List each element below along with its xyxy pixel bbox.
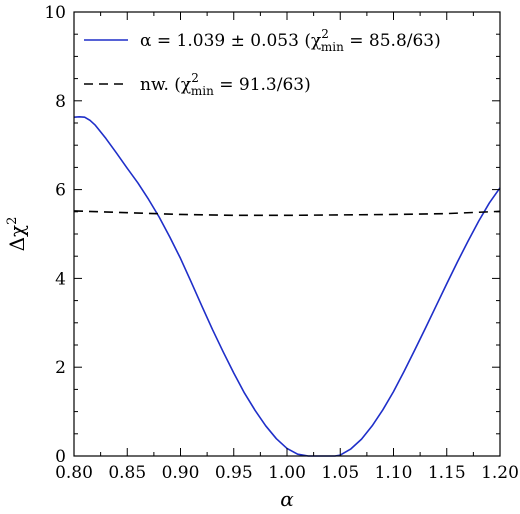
y-tick-label: 6 bbox=[55, 181, 66, 201]
series-line-2 bbox=[73, 210, 501, 217]
x-tick-label: 1.15 bbox=[428, 463, 466, 483]
y-tick-label: 0 bbox=[55, 447, 66, 467]
legend-label-sub: min bbox=[191, 84, 214, 98]
legend-label-prefix: nw. (χ bbox=[140, 75, 191, 95]
legend-label-2: nw. (χ2 min = 91.3/63) bbox=[140, 71, 311, 98]
y-tick-label: 10 bbox=[44, 3, 66, 23]
x-tick-label: 1.20 bbox=[481, 463, 519, 483]
x-tick-label: 0.85 bbox=[108, 463, 146, 483]
legend-label-prefix: α = 1.039 ± 0.053 (χ bbox=[140, 31, 321, 51]
legend-label-sup: 2 bbox=[191, 71, 199, 85]
legend-label-suffix: = 85.8/63) bbox=[344, 31, 441, 51]
y-axis-label: Δχ2 bbox=[5, 217, 29, 252]
x-tick-label: 1.00 bbox=[268, 463, 306, 483]
ticks-layer bbox=[73, 11, 501, 457]
x-tick-label: 0.80 bbox=[55, 463, 93, 483]
x-tick-label: 0.90 bbox=[162, 463, 200, 483]
x-tick-label: 0.95 bbox=[215, 463, 253, 483]
y-tick-label: 8 bbox=[55, 92, 66, 112]
x-tick-label: 1.10 bbox=[375, 463, 413, 483]
y-tick-label: 4 bbox=[55, 269, 66, 289]
legend-label-suffix: = 91.3/63) bbox=[214, 75, 311, 95]
y-tick-label: 2 bbox=[55, 358, 66, 378]
tick-labels: 0.80 0.85 0.90 0.95 1.00 1.05 1.10 1.15 1.20 0 2 4 6… bbox=[44, 3, 519, 483]
x-axis-label: α bbox=[280, 487, 294, 511]
x-axis-label-text: α bbox=[280, 487, 294, 511]
legend: α = 1.039 ± 0.053 (χ2 min = 85.8/63)nw. (… bbox=[84, 27, 441, 98]
legend-label-sup: 2 bbox=[321, 27, 329, 41]
y-axis-label-base: Δχ bbox=[5, 225, 29, 252]
x-tick-label: 1.05 bbox=[321, 463, 359, 483]
legend-label-sub: min bbox=[321, 40, 344, 54]
y-axis-label-sup: 2 bbox=[5, 217, 20, 225]
legend-label-1: α = 1.039 ± 0.053 (χ2 min = 85.8/63) bbox=[140, 27, 441, 54]
